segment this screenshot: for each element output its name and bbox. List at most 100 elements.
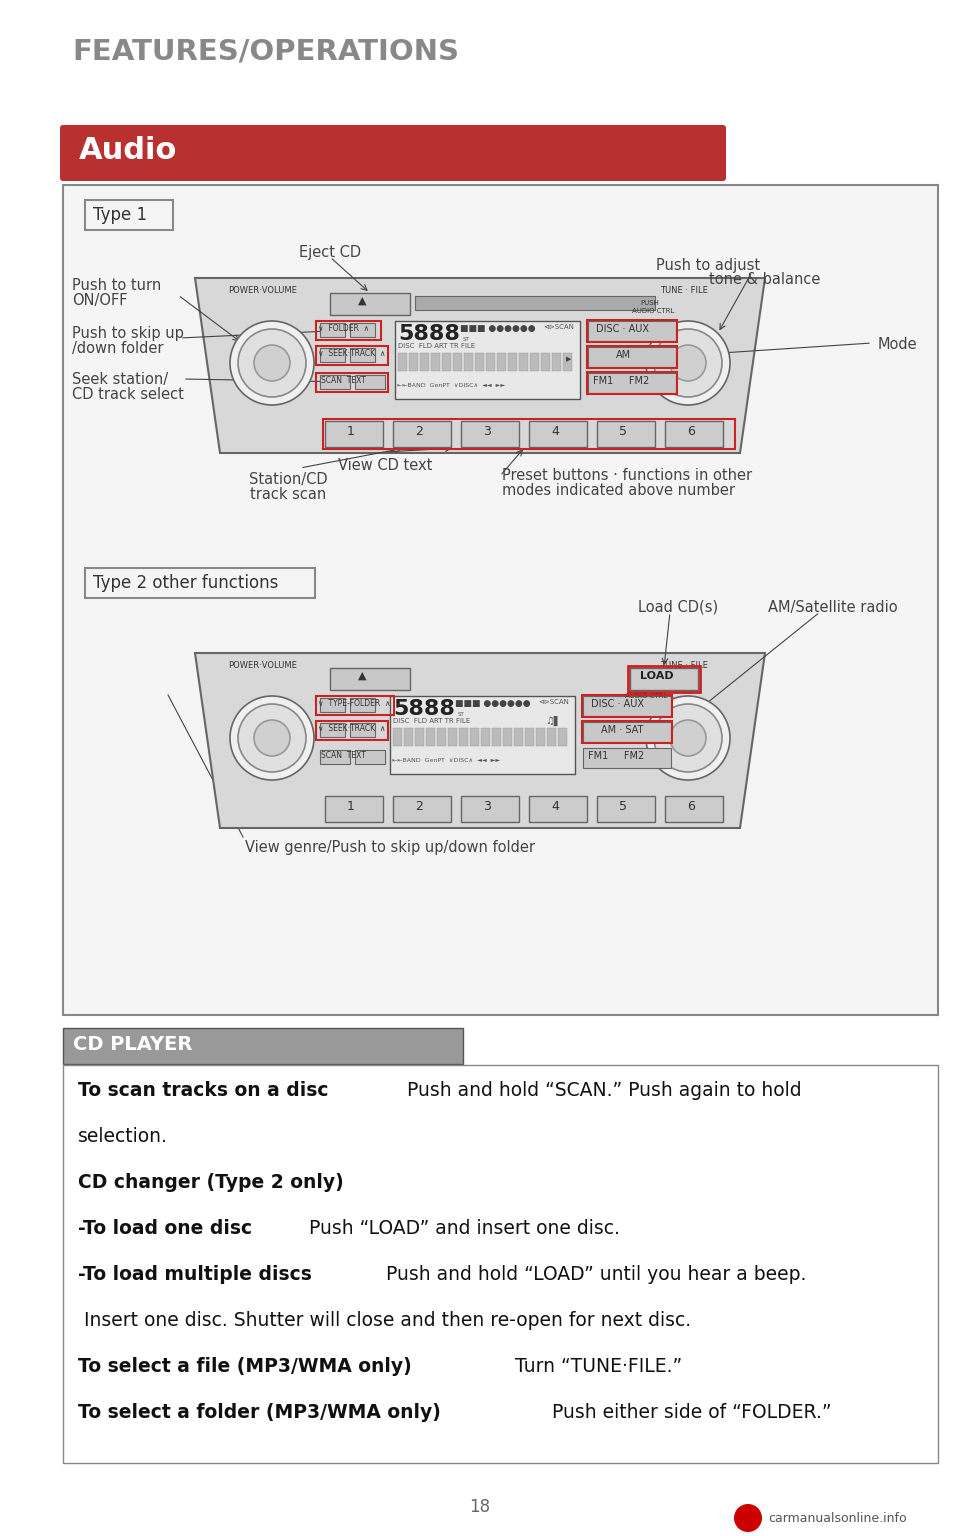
Bar (442, 353, 451, 372)
Text: PUSH: PUSH (640, 300, 659, 306)
Text: Push to skip up: Push to skip up (72, 326, 184, 341)
Bar (552, 353, 561, 372)
Text: DISC  FLD ART TR FILE: DISC FLD ART TR FILE (393, 717, 470, 723)
Circle shape (646, 321, 730, 406)
Text: 2: 2 (415, 800, 422, 813)
Bar (330, 668, 410, 690)
Text: CD track select: CD track select (72, 387, 184, 402)
Bar (470, 728, 479, 746)
Text: ⇤⇤BAND  GenPT  ∨DISC∧  ◄◄  ►►: ⇤⇤BAND GenPT ∨DISC∧ ◄◄ ►► (392, 757, 500, 763)
Text: 18: 18 (469, 1498, 491, 1516)
Bar (587, 319, 677, 343)
Text: Push and hold “SCAN.” Push again to hold: Push and hold “SCAN.” Push again to hold (401, 1081, 802, 1100)
Bar (437, 728, 446, 746)
Bar (320, 723, 345, 737)
Bar (63, 184, 938, 1015)
Bar (398, 353, 407, 372)
Bar (323, 419, 735, 449)
Bar (404, 728, 413, 746)
Bar (390, 696, 575, 774)
Bar (665, 796, 723, 822)
Text: SCAN  TEXT: SCAN TEXT (321, 376, 366, 386)
Circle shape (238, 329, 306, 396)
Text: Type 1: Type 1 (93, 206, 147, 224)
Text: Turn “TUNE·FILE.”: Turn “TUNE·FILE.” (509, 1356, 682, 1376)
Text: 3: 3 (483, 800, 491, 813)
Bar (588, 321, 676, 341)
Text: carmanualsonline.info: carmanualsonline.info (768, 1511, 906, 1525)
Text: FM1     FM2: FM1 FM2 (588, 751, 644, 760)
Text: AM · SAT: AM · SAT (601, 725, 643, 736)
Bar (325, 796, 383, 822)
Bar (63, 1064, 938, 1462)
Bar (63, 1028, 463, 1064)
Circle shape (654, 703, 722, 773)
Text: To scan tracks on a disc: To scan tracks on a disc (78, 1081, 328, 1100)
Text: selection.: selection. (78, 1127, 168, 1146)
Polygon shape (195, 653, 765, 828)
Bar (588, 373, 676, 393)
Bar (395, 321, 580, 399)
Bar (588, 347, 676, 367)
Bar (530, 353, 539, 372)
Bar (461, 421, 519, 447)
Circle shape (734, 1504, 762, 1531)
Bar (583, 696, 671, 716)
Bar (541, 353, 550, 372)
Bar (583, 748, 671, 768)
Bar (587, 346, 677, 369)
Bar (393, 421, 451, 447)
Bar (514, 728, 523, 746)
Text: ⊲⊳SCAN: ⊲⊳SCAN (538, 699, 569, 705)
Text: AM: AM (616, 350, 631, 359)
Text: Type 2 other functions: Type 2 other functions (93, 574, 278, 591)
Text: /down folder: /down folder (72, 341, 163, 356)
Text: POWER·VOLUME: POWER·VOLUME (228, 660, 297, 670)
Text: -To load one disc: -To load one disc (78, 1220, 252, 1238)
Text: SCAN  TEXT: SCAN TEXT (321, 751, 366, 760)
Bar (536, 728, 545, 746)
Text: Eject CD: Eject CD (299, 246, 361, 260)
Bar (316, 346, 388, 366)
Text: Push “LOAD” and insert one disc.: Push “LOAD” and insert one disc. (302, 1220, 619, 1238)
Bar (529, 421, 587, 447)
Circle shape (230, 321, 314, 406)
Bar (448, 728, 457, 746)
Text: 5888: 5888 (393, 699, 455, 719)
Text: 6: 6 (687, 800, 695, 813)
Text: 5888: 5888 (398, 324, 460, 344)
Text: ∨  SEEK·TRACK  ∧: ∨ SEEK·TRACK ∧ (318, 723, 386, 733)
Text: View CD text: View CD text (338, 458, 432, 473)
Text: CD PLAYER: CD PLAYER (73, 1035, 192, 1054)
Text: 5: 5 (619, 800, 627, 813)
Circle shape (654, 329, 722, 396)
Text: Station/CD: Station/CD (249, 472, 327, 487)
Bar (409, 353, 418, 372)
Text: ∨  SEEK·TRACK  ∧: ∨ SEEK·TRACK ∧ (318, 349, 386, 358)
Polygon shape (195, 278, 765, 453)
Bar (464, 353, 473, 372)
Text: ■■■ ●●●●●●: ■■■ ●●●●●● (460, 324, 536, 333)
Text: tone & balance: tone & balance (708, 272, 820, 287)
Text: 6: 6 (687, 425, 695, 438)
Circle shape (646, 696, 730, 780)
Bar (597, 796, 655, 822)
Text: 4: 4 (551, 800, 559, 813)
Text: To select a file (MP3/WMA only): To select a file (MP3/WMA only) (78, 1356, 412, 1376)
Text: Insert one disc. Shutter will close and then re-open for next disc.: Insert one disc. Shutter will close and … (78, 1312, 691, 1330)
Bar (415, 296, 655, 310)
Bar (350, 697, 375, 713)
Text: DISC  FLD ART TR FILE: DISC FLD ART TR FILE (398, 343, 475, 349)
Text: ▶: ▶ (566, 356, 571, 362)
Text: 4: 4 (551, 425, 559, 438)
Bar (486, 353, 495, 372)
Bar (563, 353, 572, 372)
Text: 5: 5 (619, 425, 627, 438)
Text: CD changer (Type 2 only): CD changer (Type 2 only) (78, 1174, 344, 1192)
Bar (393, 728, 402, 746)
Bar (475, 353, 484, 372)
Text: 2: 2 (415, 425, 422, 438)
Text: Preset buttons · functions in other: Preset buttons · functions in other (502, 468, 752, 482)
Text: ▲: ▲ (358, 296, 367, 306)
Text: AM/Satellite radio: AM/Satellite radio (768, 601, 898, 614)
